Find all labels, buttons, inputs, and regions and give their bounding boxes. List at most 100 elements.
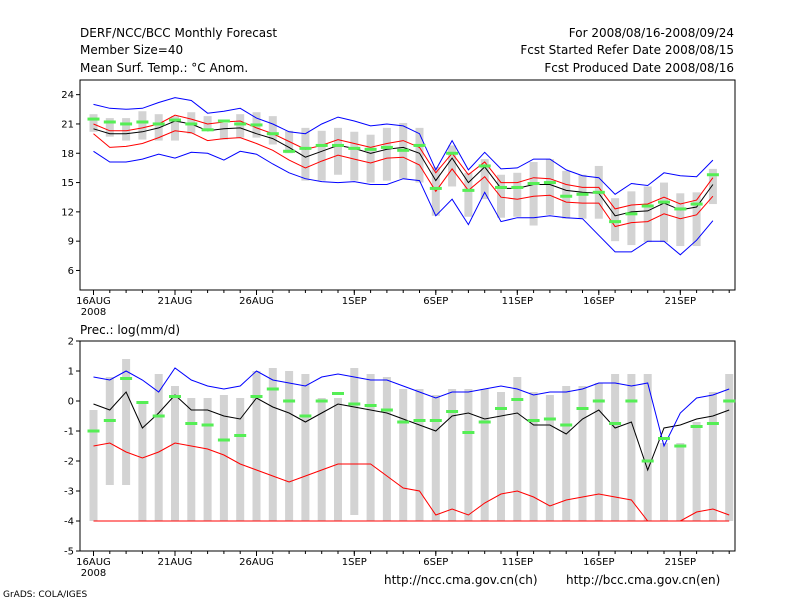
member-marker — [625, 399, 638, 403]
y-tick-label: -3 — [64, 487, 74, 498]
member-marker — [429, 419, 442, 422]
member-marker — [266, 387, 279, 391]
ensemble-bar — [431, 395, 440, 521]
y-tick-label: 18 — [61, 149, 74, 160]
ensemble-bar — [219, 122, 228, 140]
member-marker — [413, 419, 426, 422]
member-marker — [120, 122, 133, 126]
member-marker — [283, 399, 296, 403]
ensemble-bar — [578, 174, 587, 219]
member-marker — [250, 395, 263, 398]
ensemble-bar — [171, 116, 179, 141]
header-member-size: Member Size=40 — [80, 43, 183, 57]
ensemble-bar — [497, 392, 505, 521]
y-tick-label: -2 — [64, 457, 74, 468]
ensemble-bar — [448, 389, 457, 521]
member-marker — [87, 117, 100, 121]
series-line-ensemble-mean — [93, 120, 714, 217]
member-marker — [527, 419, 540, 422]
ensemble-bar — [611, 374, 620, 521]
member-marker — [495, 185, 507, 189]
ensemble-bar — [464, 172, 473, 217]
ensemble-bar — [497, 174, 505, 218]
member-marker — [641, 204, 654, 208]
member-marker — [364, 404, 377, 407]
member-marker — [706, 173, 719, 177]
ensemble-bar — [366, 134, 375, 183]
series-line-ensemble-mean — [93, 391, 730, 472]
ensemble-bar — [513, 377, 522, 521]
ensemble-bar — [317, 130, 326, 181]
ensemble-bar — [105, 377, 114, 485]
member-marker — [641, 459, 654, 463]
x-tick-label: 6SEP — [423, 296, 448, 307]
member-marker — [217, 438, 230, 442]
ensemble-bar — [334, 127, 342, 175]
x-tick-label: 11SEP — [502, 296, 533, 307]
ensemble-bar — [513, 172, 522, 217]
member-marker — [723, 399, 736, 403]
member-marker — [380, 408, 393, 412]
member-marker — [348, 146, 361, 150]
ensemble-bar — [660, 182, 668, 243]
grads-credit: GrADS: COLA/IGES — [3, 590, 87, 600]
ensemble-bar — [122, 359, 131, 485]
x-tick-label: 21AUG — [158, 557, 193, 568]
member-marker — [511, 185, 524, 189]
precip-panel-title: Prec.: log(mm/d) — [80, 323, 180, 337]
ensemble-bar — [236, 114, 245, 138]
x-tick-label: 16AUG — [76, 296, 111, 307]
member-marker — [136, 120, 149, 124]
ensemble-bar — [464, 389, 473, 521]
ensemble-bar — [480, 389, 489, 521]
ensemble-bar — [89, 114, 98, 132]
member-marker — [674, 444, 687, 448]
x-tick-label: 11SEP — [502, 557, 533, 568]
member-marker — [315, 143, 328, 147]
member-marker — [201, 128, 214, 132]
member-marker — [560, 194, 573, 198]
ensemble-bar — [708, 392, 717, 521]
ensemble-bar — [122, 118, 131, 141]
ensemble-bar — [301, 374, 310, 521]
ensemble-bar — [301, 127, 310, 181]
member-marker — [103, 120, 116, 124]
member-marker — [315, 399, 328, 403]
ensemble-bar — [415, 127, 424, 183]
ensemble-bar — [268, 116, 277, 145]
y-tick-label: -5 — [64, 547, 74, 558]
series-line-lower-envelope — [93, 442, 730, 522]
member-marker — [397, 148, 410, 152]
ensemble-bar — [350, 368, 359, 515]
member-marker — [429, 186, 442, 190]
ensemble-bars — [89, 359, 734, 521]
x-tick-label: 21AUG — [158, 296, 193, 307]
x-tick-label: 21SEP — [665, 557, 696, 568]
y-tick-label: 12 — [61, 207, 74, 218]
x-tick-label: 1SEP — [342, 296, 367, 307]
member-marker — [332, 143, 344, 147]
member-marker — [234, 122, 247, 126]
header-produced-date: Fcst Produced Date 2008/08/16 — [544, 61, 734, 75]
y-tick-label: -1 — [64, 427, 74, 438]
y-tick-label: 9 — [68, 237, 74, 248]
member-marker — [674, 207, 687, 211]
ensemble-bar — [643, 374, 652, 521]
ensemble-bar — [643, 186, 652, 243]
header-period: For 2008/08/16-2008/09/24 — [569, 26, 734, 40]
x-year-label: 2008 — [81, 568, 106, 579]
member-marker — [250, 123, 263, 127]
x-tick-label: 16AUG — [76, 557, 111, 568]
ensemble-bar — [692, 422, 701, 521]
member-marker — [625, 212, 638, 216]
ensemble-bar — [154, 374, 163, 521]
ensemble-bar — [415, 389, 424, 521]
header-title: DERF/NCC/BCC Monthly Forecast — [80, 26, 277, 40]
series-line-lower-envelope — [93, 150, 714, 256]
url-bcc-link[interactable]: http://bcc.cma.gov.cn(en) — [566, 573, 720, 587]
member-marker — [364, 147, 377, 151]
ensemble-bar — [676, 193, 685, 247]
url-ncc-link[interactable]: http://ncc.cma.gov.cn(ch) — [384, 573, 538, 587]
ensemble-bar — [448, 145, 457, 187]
plot-frame — [79, 79, 736, 291]
